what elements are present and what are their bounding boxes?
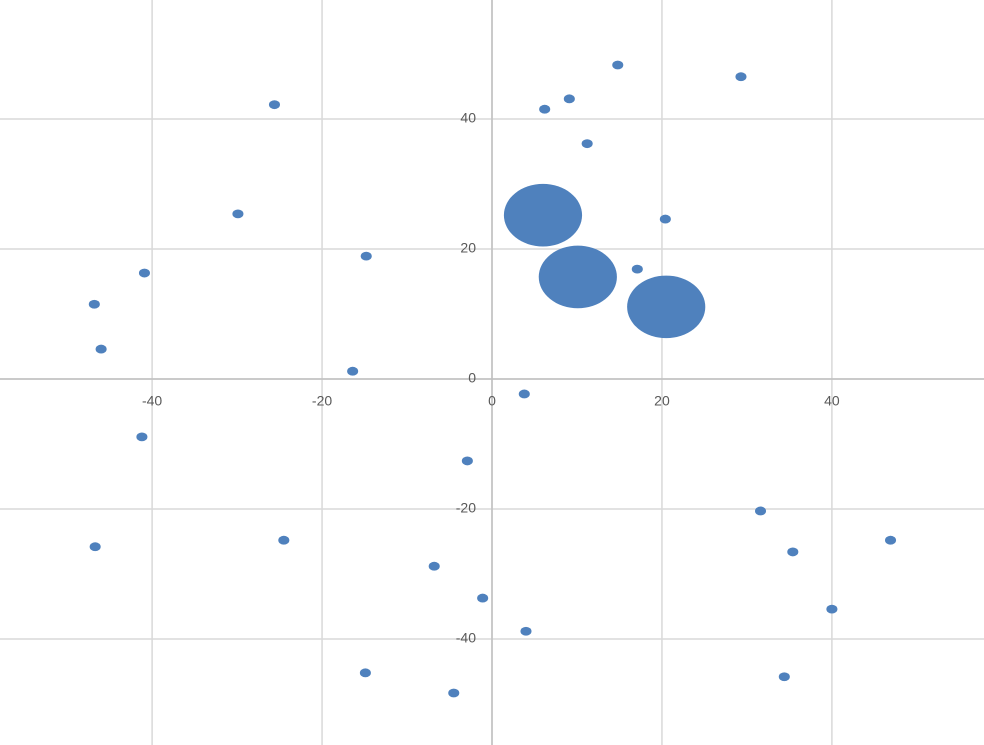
y-tick-label: 40 bbox=[460, 110, 476, 126]
bubble bbox=[581, 139, 593, 149]
bubble bbox=[448, 688, 460, 698]
x-tick-label: -40 bbox=[142, 393, 162, 409]
x-tick-label: -20 bbox=[312, 393, 332, 409]
bubble bbox=[885, 535, 897, 545]
bubble bbox=[787, 547, 799, 557]
bubble bbox=[278, 535, 290, 545]
x-tick-label: 20 bbox=[654, 393, 670, 409]
bubble bbox=[89, 542, 101, 552]
bubble bbox=[631, 264, 643, 274]
bubble bbox=[95, 344, 107, 354]
y-tick-label: -40 bbox=[456, 630, 476, 646]
bubble bbox=[268, 100, 280, 110]
bubble bbox=[518, 389, 530, 399]
bubble bbox=[754, 506, 767, 516]
y-tick-label: -20 bbox=[456, 500, 476, 516]
bubble bbox=[136, 432, 148, 442]
bubble bbox=[360, 251, 372, 261]
y-tick-label: 0 bbox=[468, 370, 476, 386]
y-tick-label: 20 bbox=[460, 240, 476, 256]
bubble bbox=[826, 604, 838, 614]
bubble bbox=[347, 366, 359, 376]
bubble bbox=[538, 245, 617, 309]
x-tick-label: 0 bbox=[488, 393, 496, 409]
bubble bbox=[359, 668, 371, 678]
bubble bbox=[612, 60, 624, 70]
bubble bbox=[461, 456, 473, 466]
bubble bbox=[428, 561, 440, 571]
bubble bbox=[778, 672, 790, 682]
bubble bbox=[138, 268, 150, 278]
x-tick-label: 40 bbox=[824, 393, 840, 409]
bubble bbox=[88, 299, 100, 309]
bubble bbox=[520, 626, 532, 636]
bubble bbox=[477, 593, 489, 603]
bubble bbox=[539, 104, 551, 114]
bubble bbox=[659, 214, 671, 224]
bubble bbox=[232, 209, 244, 219]
bubble bbox=[627, 275, 706, 339]
bubble bbox=[503, 183, 583, 247]
bubble bbox=[735, 72, 747, 82]
bubble bbox=[563, 94, 575, 104]
